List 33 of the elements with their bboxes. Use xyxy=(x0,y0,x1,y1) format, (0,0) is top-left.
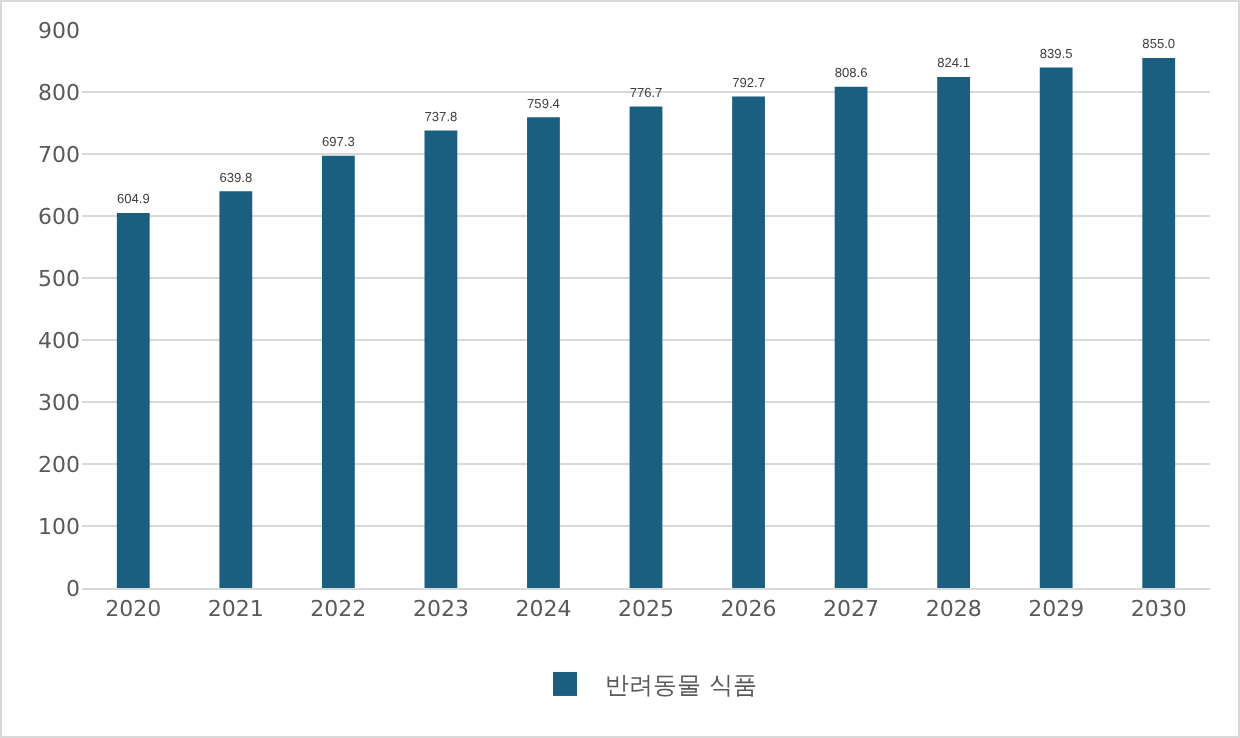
legend-label: 반려동물 식품 xyxy=(605,671,757,700)
x-tick-label: 2030 xyxy=(1130,596,1187,623)
bar xyxy=(834,86,868,588)
bar xyxy=(219,191,253,588)
bar xyxy=(629,106,663,588)
y-tick-label: 800 xyxy=(38,79,80,106)
bar xyxy=(527,117,560,588)
y-tick-label: 500 xyxy=(38,265,80,292)
bar xyxy=(321,155,355,588)
y-tick-label: 100 xyxy=(38,513,80,540)
x-tick-label: 2025 xyxy=(618,596,674,623)
x-tick-label: 2029 xyxy=(1028,596,1085,623)
x-tick-label: 2027 xyxy=(823,596,880,623)
bar xyxy=(1142,57,1176,588)
y-tick-label: 400 xyxy=(38,327,80,354)
x-tick-label: 2022 xyxy=(310,596,367,623)
y-tick-label: 700 xyxy=(38,141,80,168)
bar xyxy=(1039,67,1073,588)
x-tick-label: 2026 xyxy=(720,596,777,623)
bar xyxy=(116,212,150,588)
y-tick-label: 900 xyxy=(38,17,80,44)
x-tick-label: 2021 xyxy=(207,596,264,623)
x-tick-label: 2023 xyxy=(412,596,469,623)
x-tick-label: 2028 xyxy=(925,596,982,623)
y-tick-label: 200 xyxy=(38,451,80,478)
y-tick-label: 300 xyxy=(38,389,80,416)
x-tick-label: 2020 xyxy=(105,596,162,623)
bar xyxy=(732,96,765,588)
y-tick-label: 0 xyxy=(66,575,80,602)
bar xyxy=(937,77,971,588)
bar xyxy=(424,130,458,588)
x-tick-label: 2024 xyxy=(515,596,572,623)
y-tick-label: 600 xyxy=(38,203,80,230)
